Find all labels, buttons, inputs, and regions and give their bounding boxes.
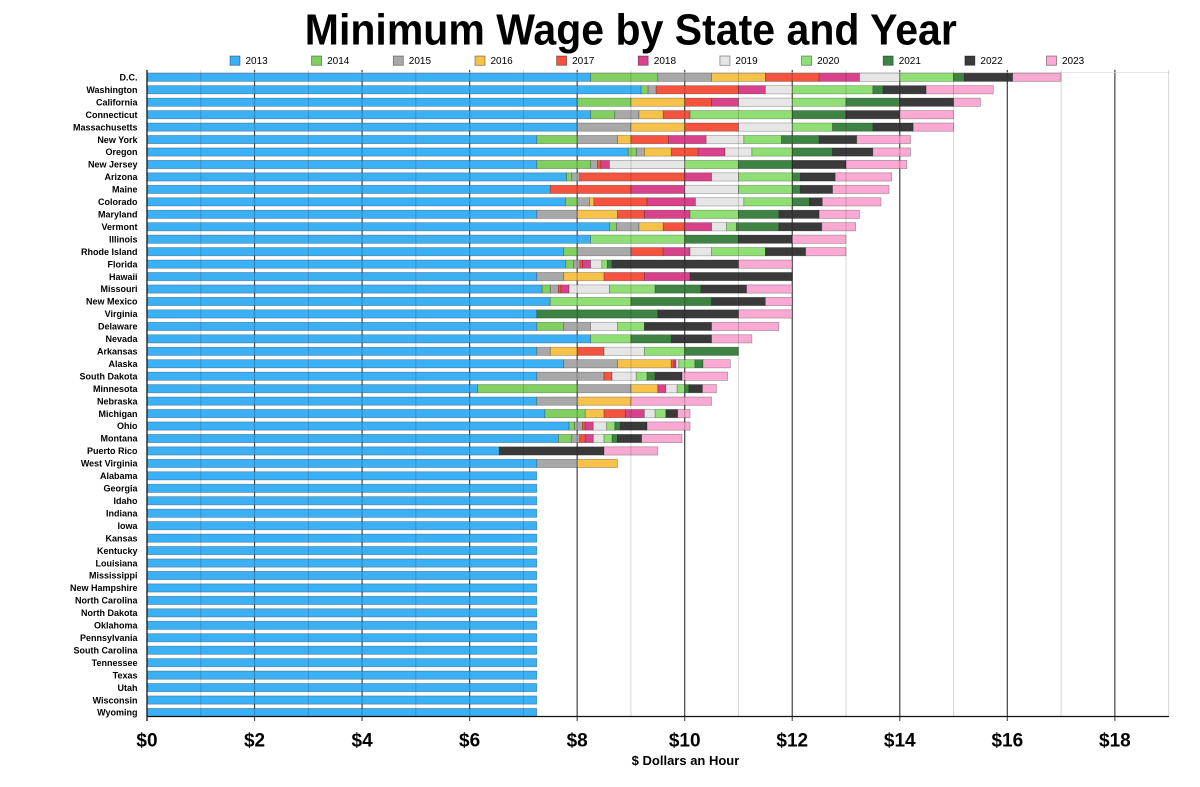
svg-text:Nebraska: Nebraska (97, 396, 139, 406)
svg-text:$6: $6 (459, 731, 480, 752)
svg-text:$8: $8 (567, 731, 588, 752)
svg-text:$ Dollars an Hour: $ Dollars an Hour (632, 753, 740, 768)
svg-text:Rhode Island: Rhode Island (81, 247, 138, 257)
svg-text:Louisiana: Louisiana (95, 558, 138, 568)
svg-text:Virginia: Virginia (105, 309, 139, 319)
svg-text:2017: 2017 (572, 56, 595, 67)
svg-text:Massachusetts: Massachusetts (73, 122, 138, 132)
svg-text:Kansas: Kansas (105, 533, 137, 543)
svg-text:Idaho: Idaho (114, 496, 139, 506)
svg-text:2019: 2019 (735, 56, 758, 67)
svg-text:Minimum Wage by State and Year: Minimum Wage by State and Year (305, 7, 957, 55)
svg-text:South Dakota: South Dakota (79, 371, 138, 381)
svg-text:Florida: Florida (107, 259, 138, 269)
svg-text:New Jersey: New Jersey (88, 160, 138, 170)
svg-text:2014: 2014 (327, 56, 350, 67)
svg-text:$4: $4 (352, 731, 374, 752)
svg-text:New York: New York (97, 135, 138, 145)
svg-text:Michigan: Michigan (98, 409, 137, 419)
svg-text:$0: $0 (136, 731, 157, 752)
svg-text:2020: 2020 (817, 56, 840, 67)
svg-text:North Carolina: North Carolina (75, 596, 138, 606)
svg-text:2021: 2021 (899, 56, 922, 67)
svg-text:2016: 2016 (491, 56, 514, 67)
svg-text:Alaska: Alaska (108, 359, 138, 369)
svg-text:North Dakota: North Dakota (81, 608, 138, 618)
svg-text:Alabama: Alabama (100, 471, 139, 481)
svg-text:Vermont: Vermont (101, 222, 137, 232)
svg-text:Maryland: Maryland (98, 210, 138, 220)
svg-text:Montana: Montana (101, 434, 139, 444)
svg-text:2022: 2022 (980, 56, 1003, 67)
svg-text:Tennessee: Tennessee (92, 658, 138, 668)
svg-text:Oklahoma: Oklahoma (94, 621, 139, 631)
svg-text:Oregon: Oregon (105, 147, 137, 157)
svg-text:Arkansas: Arkansas (97, 347, 138, 357)
svg-text:Delaware: Delaware (98, 322, 138, 332)
svg-text:Missouri: Missouri (100, 284, 137, 294)
svg-text:2015: 2015 (409, 56, 432, 67)
svg-text:Maine: Maine (112, 185, 138, 195)
svg-text:Hawaii: Hawaii (109, 272, 138, 282)
svg-text:Iowa: Iowa (117, 521, 138, 531)
svg-text:Illinois: Illinois (109, 234, 138, 244)
svg-text:$14: $14 (884, 731, 916, 752)
svg-text:2018: 2018 (654, 56, 677, 67)
svg-text:Mississippi: Mississippi (89, 571, 138, 581)
svg-text:D.C.: D.C. (120, 73, 138, 83)
svg-text:Arizona: Arizona (104, 172, 138, 182)
svg-text:California: California (96, 97, 139, 107)
svg-text:$2: $2 (244, 731, 265, 752)
svg-text:New Hampshire: New Hampshire (70, 583, 138, 593)
svg-text:Colorado: Colorado (98, 197, 138, 207)
svg-text:Texas: Texas (113, 670, 138, 680)
svg-text:Ohio: Ohio (117, 421, 138, 431)
svg-text:Wisconsin: Wisconsin (93, 695, 138, 705)
svg-text:Utah: Utah (118, 683, 138, 693)
svg-text:Georgia: Georgia (103, 484, 138, 494)
svg-text:Nevada: Nevada (105, 334, 138, 344)
svg-text:2023: 2023 (1062, 56, 1085, 67)
svg-text:$10: $10 (669, 731, 701, 752)
svg-text:$16: $16 (991, 731, 1023, 752)
svg-text:Wyoming: Wyoming (97, 708, 137, 718)
svg-text:Puerto Rico: Puerto Rico (87, 446, 138, 456)
svg-text:New Mexico: New Mexico (86, 297, 138, 307)
svg-text:Washington: Washington (86, 85, 137, 95)
svg-text:Minnesota: Minnesota (93, 384, 138, 394)
svg-text:Connecticut: Connecticut (85, 110, 137, 120)
svg-text:South Carolina: South Carolina (73, 645, 138, 655)
svg-text:$12: $12 (776, 731, 808, 752)
svg-text:2013: 2013 (246, 56, 269, 67)
svg-text:Pennsylvania: Pennsylvania (80, 633, 139, 643)
svg-text:Indiana: Indiana (106, 508, 138, 518)
svg-text:Kentucky: Kentucky (97, 546, 138, 556)
svg-text:West Virginia: West Virginia (81, 459, 139, 469)
svg-text:$18: $18 (1099, 731, 1131, 752)
